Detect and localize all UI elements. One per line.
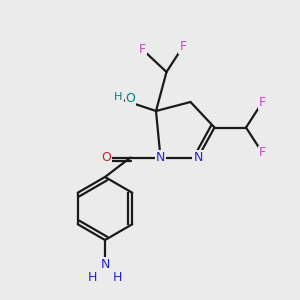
Text: N: N [193,151,203,164]
Text: F: F [179,40,187,53]
Text: O: O [126,92,135,106]
Text: H: H [88,271,97,284]
Text: N: N [100,257,110,271]
Text: F: F [139,43,146,56]
Text: F: F [259,146,266,160]
Text: H: H [113,271,122,284]
Text: H: H [114,92,123,103]
Text: F: F [259,95,266,109]
Text: O: O [102,151,111,164]
Text: N: N [156,151,165,164]
